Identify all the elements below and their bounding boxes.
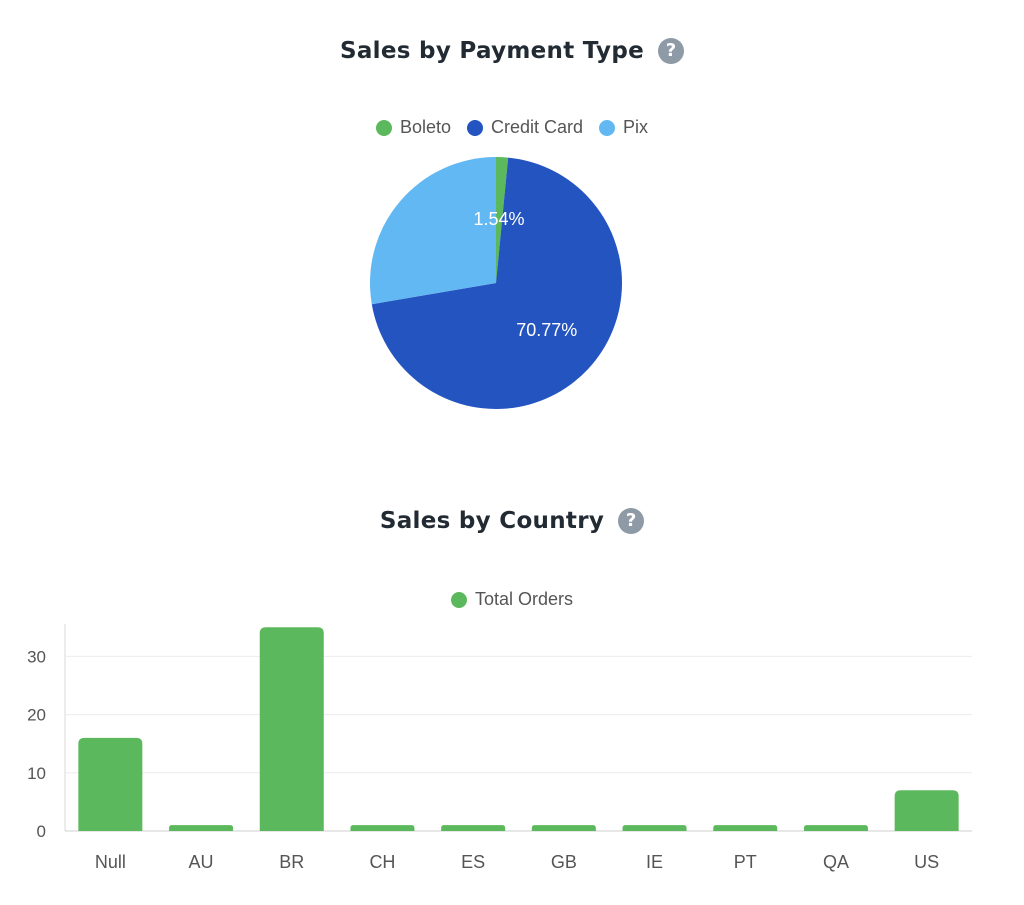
legend-item[interactable]: Credit Card — [467, 117, 583, 138]
bar-gb[interactable] — [531, 825, 596, 831]
pie-slice-pix[interactable] — [370, 157, 496, 305]
x-tick-label: BR — [279, 852, 304, 872]
x-tick-label: GB — [551, 852, 577, 872]
x-tick-label: Null — [95, 852, 126, 872]
bar-pt[interactable] — [713, 825, 778, 831]
y-tick-label: 10 — [27, 764, 46, 783]
bar-qa[interactable] — [803, 825, 868, 831]
legend-label: Total Orders — [474, 589, 574, 609]
x-tick-label: ES — [461, 852, 485, 872]
pie-slice-boleto[interactable] — [496, 157, 509, 283]
bar-br[interactable] — [259, 627, 324, 831]
y-tick-label: 20 — [27, 706, 46, 725]
bar-au[interactable] — [169, 825, 234, 831]
legend-swatch — [599, 119, 616, 136]
pie-data-label: 1.54% — [473, 209, 524, 229]
x-tick-label: IE — [646, 852, 663, 872]
help-icon[interactable]: ? — [658, 38, 685, 64]
legend-label: Credit Card — [491, 117, 584, 137]
help-icon[interactable]: ? — [618, 508, 645, 534]
legend-item[interactable]: Boleto — [375, 117, 451, 138]
y-tick-label: 0 — [37, 822, 46, 841]
pie-chart: 1.54% 70.77% — [370, 157, 622, 409]
x-tick-label: CH — [369, 852, 395, 872]
pie-chart-legend: Boleto Credit Card Pix — [0, 117, 1024, 138]
pie-chart-header: Sales by Payment Type ? — [0, 38, 1024, 64]
legend-swatch — [467, 119, 483, 136]
legend-label: Pix — [623, 117, 649, 137]
bar-chart-legend: Total Orders — [0, 589, 1024, 610]
pie-slice-credit-card[interactable] — [371, 157, 622, 409]
legend-swatch — [375, 119, 392, 136]
pie-chart-title: Sales by Payment Type — [339, 38, 645, 64]
x-tick-label: AU — [189, 852, 214, 872]
x-tick-label: QA — [823, 852, 849, 872]
y-tick-label: 30 — [27, 647, 46, 666]
pie-data-label: 70.77% — [516, 320, 577, 340]
bar-us[interactable] — [894, 790, 959, 831]
legend-item[interactable]: Pix — [599, 117, 648, 138]
bar-null[interactable] — [78, 737, 143, 831]
bar-chart-header: Sales by Country ? — [0, 508, 1024, 534]
x-tick-label: US — [914, 852, 939, 872]
bar-ie[interactable] — [622, 825, 687, 831]
bar-es[interactable] — [441, 825, 506, 831]
legend-label: Boleto — [399, 117, 451, 137]
bar-chart-title: Sales by Country — [379, 508, 605, 534]
legend-swatch — [450, 591, 467, 608]
legend-item[interactable]: Total Orders — [450, 589, 574, 610]
x-tick-label: PT — [734, 852, 757, 872]
bar-ch[interactable] — [350, 825, 415, 831]
